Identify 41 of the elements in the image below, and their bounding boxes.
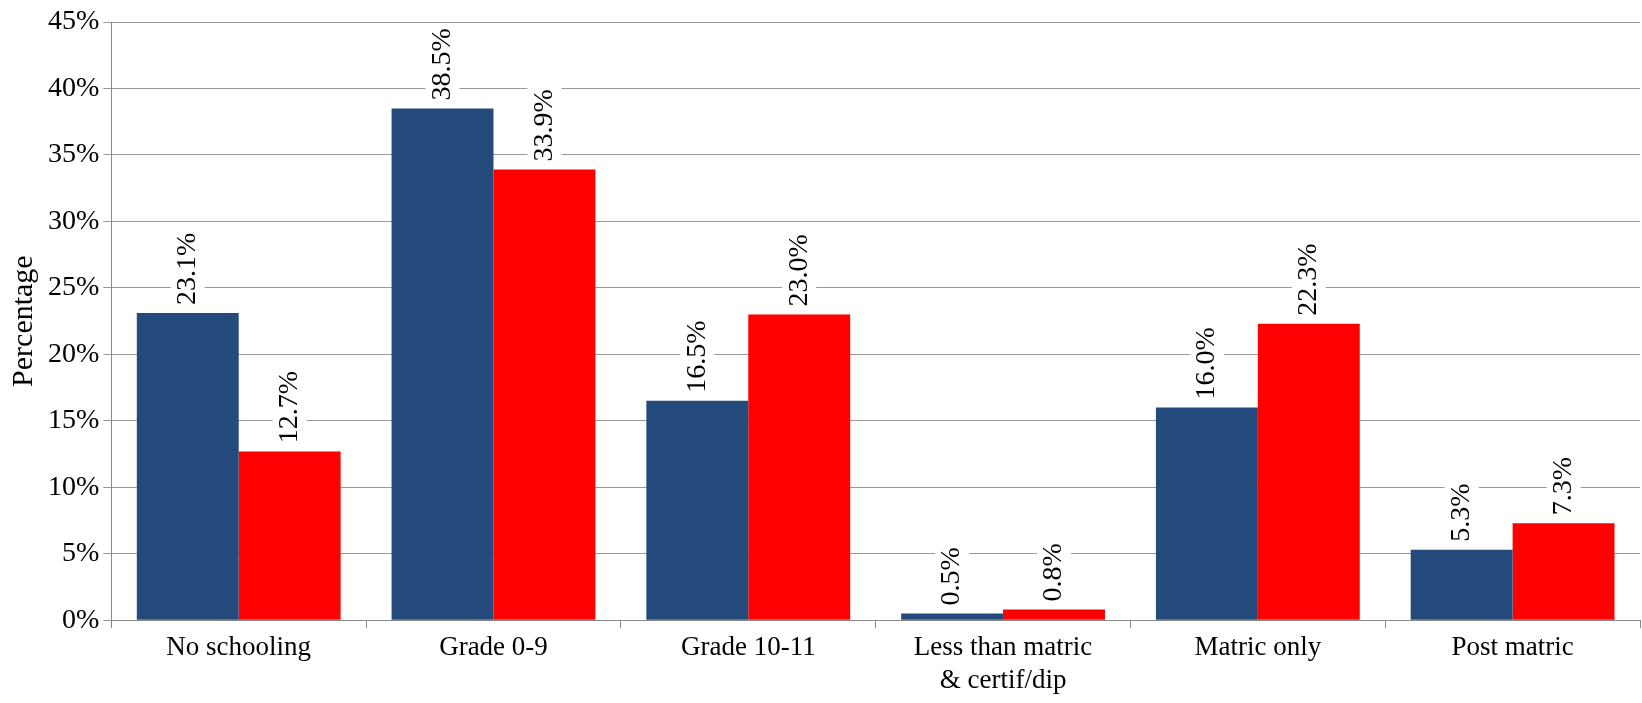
x-tick-label: Post matric xyxy=(1451,631,1574,662)
y-tick-label: 20% xyxy=(48,336,100,368)
bar xyxy=(493,169,596,620)
data-label: 16.5% xyxy=(679,320,711,393)
bar xyxy=(238,451,341,620)
y-tick-label: 45% xyxy=(48,4,100,36)
bar xyxy=(646,400,749,620)
data-label: 7.3% xyxy=(1545,456,1577,516)
bar xyxy=(391,108,494,620)
data-label: 0.5% xyxy=(934,547,966,606)
y-tick-label: 0% xyxy=(62,602,100,634)
bar xyxy=(748,314,851,620)
bar xyxy=(1155,407,1258,620)
x-tick-label: Less than matric & certif/dip xyxy=(913,631,1093,694)
y-tick-label: 25% xyxy=(48,270,100,302)
data-label: 22.3% xyxy=(1291,243,1323,316)
x-tick-label: Matric only xyxy=(1194,631,1322,662)
y-tick-label: 35% xyxy=(48,137,100,169)
y-tick-label: 5% xyxy=(62,536,100,568)
data-label: 23.0% xyxy=(781,234,813,307)
data-label: 23.1% xyxy=(170,232,202,306)
data-label: 5.3% xyxy=(1444,483,1476,542)
y-tick-label: 15% xyxy=(48,403,100,435)
data-label: 38.5% xyxy=(424,28,456,101)
data-label: 0.8% xyxy=(1036,543,1068,602)
data-label: 16.0% xyxy=(1189,327,1221,400)
bar xyxy=(1257,323,1360,620)
bar xyxy=(1003,609,1105,620)
x-tick-label: No schooling xyxy=(166,631,312,662)
data-label: 12.7% xyxy=(272,371,304,444)
x-tick-label: Grade 10-11 xyxy=(680,631,816,662)
bar xyxy=(1410,549,1513,620)
bar xyxy=(901,613,1004,620)
y-tick-label: 30% xyxy=(48,203,100,235)
y-axis-title: Percentage xyxy=(4,255,38,387)
bar xyxy=(136,313,239,620)
y-tick-label: 40% xyxy=(48,70,100,102)
bar xyxy=(1512,523,1615,620)
x-tick-label: Grade 0-9 xyxy=(439,631,548,662)
y-tick-label: 10% xyxy=(48,469,100,501)
data-label: 33.9% xyxy=(526,89,558,162)
